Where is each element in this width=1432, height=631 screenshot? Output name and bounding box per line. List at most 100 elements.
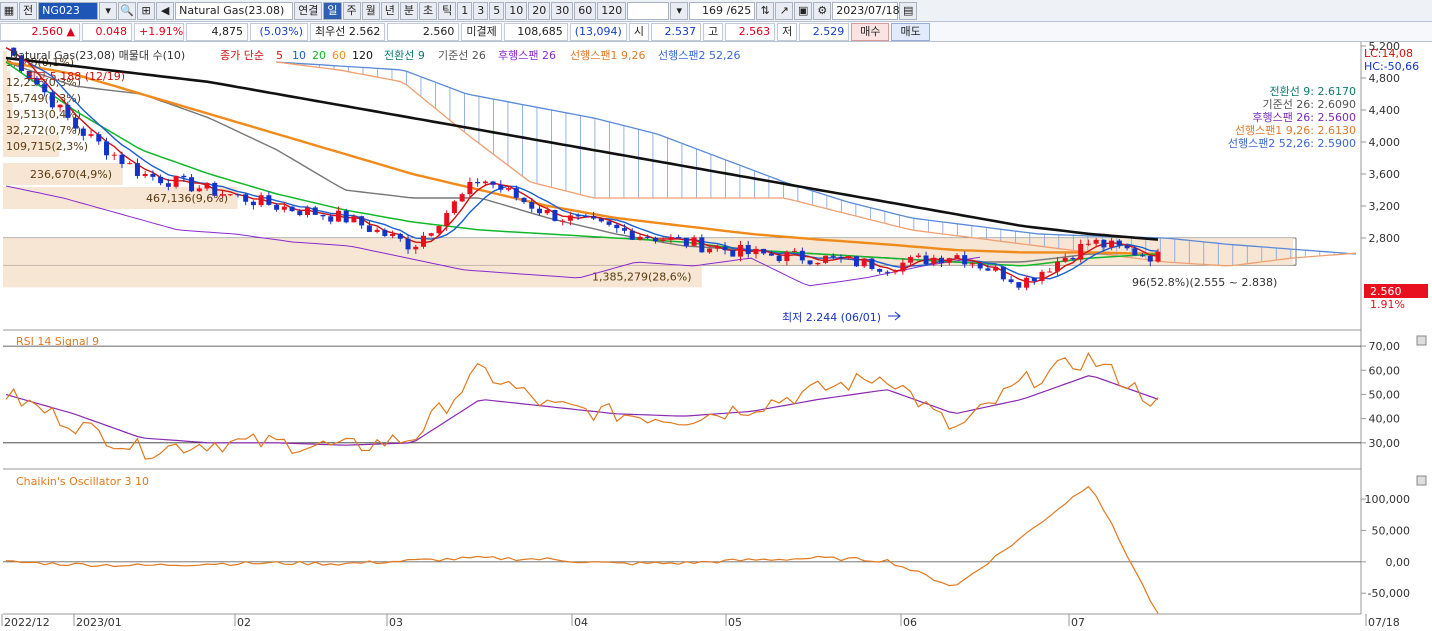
save-icon[interactable]: ▣ — [794, 1, 813, 20]
rsi-panel-close-icon[interactable] — [1416, 335, 1427, 346]
line-draw-icon[interactable]: ↗ — [775, 1, 794, 20]
price-tick-label: 4,800 — [1369, 72, 1401, 85]
interval-30[interactable]: 30 — [551, 1, 574, 20]
candle-body — [482, 181, 488, 184]
period-day[interactable]: 일 — [323, 1, 342, 20]
low-price: 2.529 — [799, 22, 850, 41]
ma60-line — [5, 60, 1159, 256]
candle-body — [490, 181, 496, 185]
buy-button[interactable]: 매수 — [851, 22, 890, 41]
candle-body — [567, 215, 573, 221]
candle-body — [1116, 240, 1122, 246]
span1-value: 선행스팬1 9,26: 2.6130 — [1235, 124, 1356, 137]
high-price: 2.563 — [725, 22, 776, 41]
candle-body — [969, 263, 975, 265]
candle-body — [459, 194, 465, 202]
x-tick-label: 05 — [728, 616, 742, 629]
period-month[interactable]: 월 — [361, 1, 380, 20]
volume-profile-bar — [3, 265, 702, 288]
candle-body — [892, 271, 898, 273]
candle-body — [506, 188, 512, 190]
search-icon[interactable]: 🔍 — [118, 1, 137, 20]
candle-body — [954, 255, 960, 259]
interval-60[interactable]: 60 — [574, 1, 597, 20]
candle-body — [877, 268, 883, 272]
candle-body — [946, 258, 952, 263]
chaikin-tick-label: 50,000 — [1372, 524, 1411, 537]
candle-body — [737, 245, 743, 257]
date-input[interactable]: 2023/07/18 — [832, 1, 900, 20]
dropdown-icon[interactable]: ▾ — [99, 1, 118, 20]
volume: 4,875 — [186, 22, 248, 41]
chaikin-tick-label: 100,000 — [1365, 493, 1411, 506]
x-tick-label: 03 — [389, 616, 403, 629]
candle-body — [88, 134, 94, 136]
candle-body — [1039, 271, 1045, 281]
ma120-line — [5, 56, 1159, 241]
sell-button[interactable]: 매도 — [891, 22, 930, 41]
candle-body — [158, 176, 164, 184]
interval-3[interactable]: 3 — [473, 1, 489, 20]
candle-body — [1054, 261, 1060, 272]
candle-body — [80, 128, 86, 136]
rsi-tick-label: 30,00 — [1369, 437, 1401, 450]
candle-body — [652, 237, 658, 242]
candle-body — [1124, 245, 1130, 249]
period-week[interactable]: 주 — [342, 1, 361, 20]
interval-custom-input[interactable] — [627, 1, 670, 20]
period-second[interactable]: 초 — [419, 1, 438, 20]
calendar-icon[interactable]: ▤ — [899, 1, 918, 20]
candle-body — [127, 163, 133, 165]
symbol-input[interactable]: NG023 — [38, 1, 99, 20]
candle-body — [212, 182, 218, 196]
volume-profile-label: 15,749(0,3%) — [6, 92, 81, 105]
rsi-lines — [5, 351, 1159, 460]
candle-body — [900, 262, 906, 272]
chaikin-grid: 100,000 50,000 0,00 -50,000 — [3, 493, 1410, 600]
candle-body — [274, 204, 280, 210]
range-annotation: 96(52.8%)(2.555 ~ 2.838) — [1132, 276, 1277, 289]
interval-1[interactable]: 1 — [457, 1, 473, 20]
high-annotation: 최고 5.188 (12/19) — [26, 70, 125, 83]
compare-icon[interactable]: ⊞ — [137, 1, 156, 20]
chaikin-panel-close-icon[interactable] — [1416, 475, 1427, 486]
x-axis: 2022/12 2023/01 02 03 04 05 06 07 07/18 — [1, 614, 1400, 629]
period-tick[interactable]: 틱 — [438, 1, 457, 20]
candle-body — [405, 238, 411, 250]
speaker-icon[interactable]: ◀ — [156, 1, 175, 20]
candle-body — [884, 271, 890, 273]
legend-ma60: 60 — [332, 49, 346, 62]
interval-120[interactable]: 120 — [597, 1, 627, 20]
linked-button[interactable]: 연결 — [294, 1, 323, 20]
volume-profile-bar — [3, 71, 11, 93]
chaikin-lines — [5, 485, 1159, 614]
candle-body — [96, 134, 102, 142]
candle-body — [637, 236, 643, 240]
legend-title: Natural Gas(23,08) 매물대 수(10) — [10, 49, 185, 62]
gear-icon[interactable]: ⚙ — [813, 1, 832, 20]
interval-20[interactable]: 20 — [528, 1, 551, 20]
candle-body — [436, 226, 442, 234]
interval-10[interactable]: 10 — [505, 1, 528, 20]
interval-5[interactable]: 5 — [489, 1, 505, 20]
tab-all[interactable]: 전 — [19, 1, 38, 20]
x-tick-label: 07/18 — [1368, 616, 1400, 629]
candle-body — [529, 202, 535, 209]
candle-body — [993, 266, 999, 271]
low-annotation: 최저 2.244 (06/01) — [782, 311, 881, 324]
volume-pct: (5.03%) — [250, 22, 308, 41]
candle-body — [707, 248, 713, 253]
candle-body — [683, 237, 689, 246]
candle-body — [390, 234, 396, 236]
candle-body — [343, 210, 349, 223]
x-tick-label: 2023/01 — [76, 616, 122, 629]
period-minute[interactable]: 분 — [399, 1, 418, 20]
candle-body — [1000, 266, 1006, 280]
volume-profile-label: 109,715(2,3%) — [6, 140, 88, 153]
candle-type-icon[interactable]: ⇅ — [756, 1, 775, 20]
chevron-down-icon[interactable]: ▾ — [670, 1, 689, 20]
menu-icon[interactable]: ▦ — [0, 1, 18, 20]
candle-body — [142, 173, 148, 177]
period-year[interactable]: 년 — [380, 1, 399, 20]
